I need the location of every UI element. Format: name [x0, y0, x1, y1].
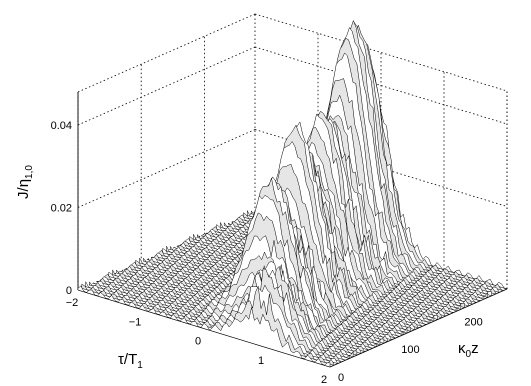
z-tick-label: 0.04 — [51, 120, 72, 132]
grid-line — [77, 13, 256, 93]
z-tick-label: 0.02 — [51, 203, 72, 215]
x-tick-label: −2 — [66, 297, 79, 309]
x-tick-label: 2 — [321, 374, 327, 386]
z-axis-label: J/η1,0 — [15, 165, 35, 199]
x-tick-label: 1 — [258, 355, 264, 367]
x-tick-label: −1 — [129, 316, 142, 328]
y-axis-label: κ0z — [458, 340, 479, 360]
grid-line — [254, 13, 508, 92]
y-tick-label: 100 — [401, 344, 419, 356]
z-tick-label: 0 — [66, 285, 72, 297]
grid-line — [77, 129, 256, 208]
x-tick-label: 0 — [195, 336, 201, 348]
x-axis-label: τ/T1 — [118, 351, 143, 371]
surface-mesh — [77, 20, 508, 368]
surface-strip — [77, 285, 331, 368]
y-tick-label: 200 — [464, 316, 482, 328]
y-tick-label: 0 — [338, 372, 344, 384]
grid-line — [77, 46, 256, 126]
